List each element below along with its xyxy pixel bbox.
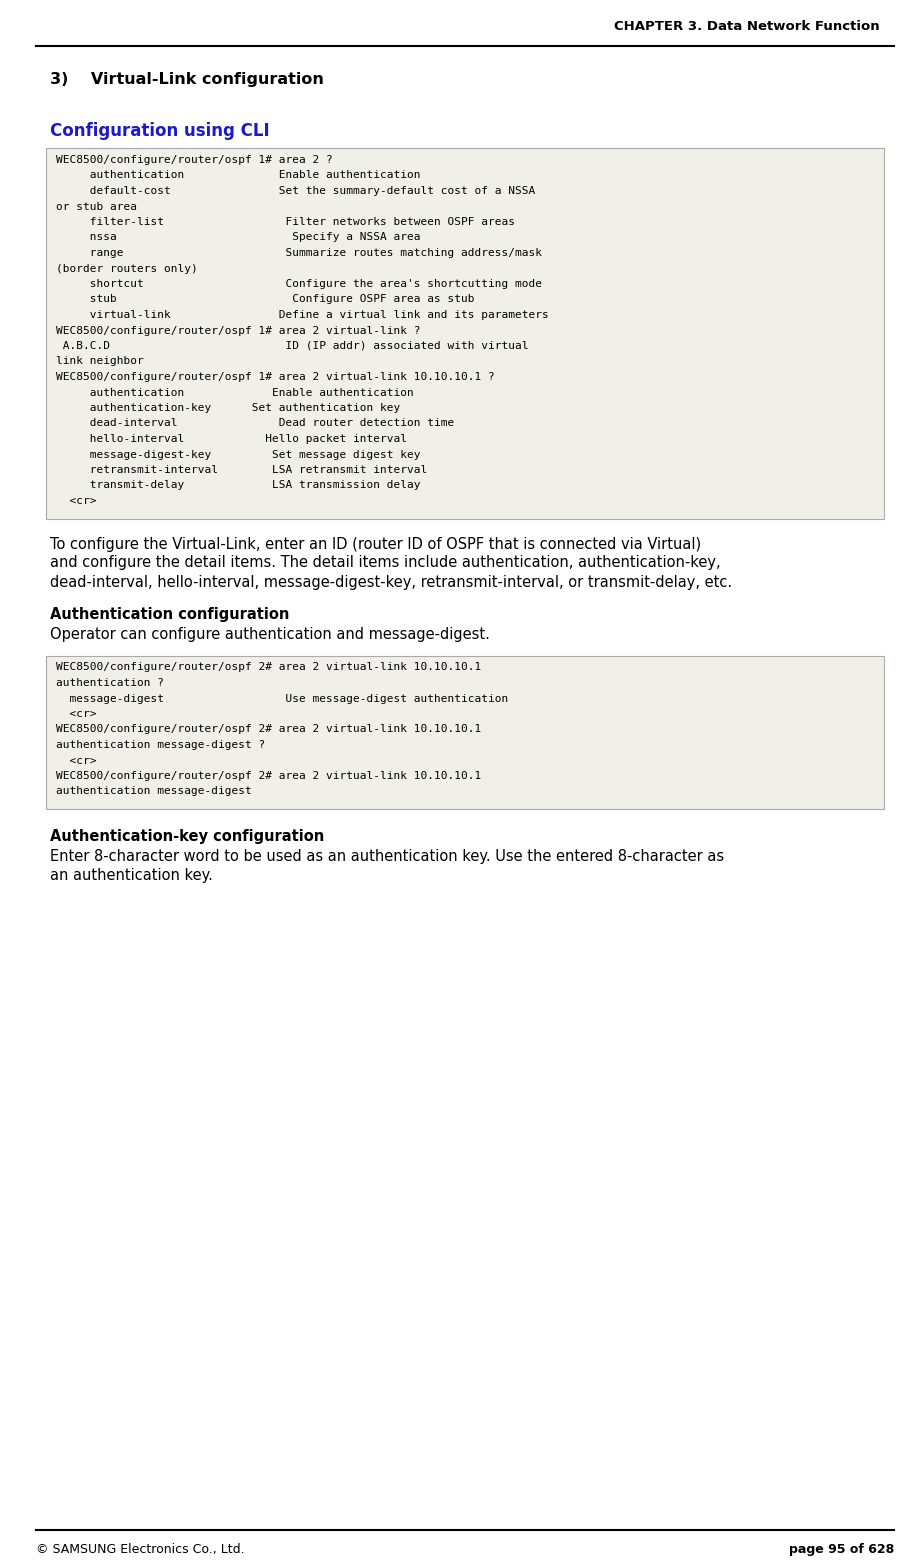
Text: Authentication configuration: Authentication configuration (50, 607, 290, 623)
Text: WEC8500/configure/router/ospf 2# area 2 virtual-link 10.10.10.1: WEC8500/configure/router/ospf 2# area 2 … (56, 772, 481, 781)
Text: dead-interval               Dead router detection time: dead-interval Dead router detection time (56, 418, 455, 429)
Text: WEC8500/configure/router/ospf 2# area 2 virtual-link 10.10.10.1: WEC8500/configure/router/ospf 2# area 2 … (56, 662, 481, 673)
Text: and configure the detail items. The detail items include authentication, authent: and configure the detail items. The deta… (50, 556, 721, 571)
Text: WEC8500/configure/router/ospf 1# area 2 virtual-link 10.10.10.1 ?: WEC8500/configure/router/ospf 1# area 2 … (56, 372, 495, 382)
FancyBboxPatch shape (46, 656, 884, 809)
Text: To configure the Virtual-Link, enter an ID (router ID of OSPF that is connected : To configure the Virtual-Link, enter an … (50, 537, 701, 551)
Text: link neighbor: link neighbor (56, 357, 144, 366)
Text: Configuration using CLI: Configuration using CLI (50, 122, 269, 139)
Text: authentication             Enable authentication: authentication Enable authentication (56, 388, 414, 398)
Text: Authentication-key configuration: Authentication-key configuration (50, 829, 325, 844)
Text: <cr>: <cr> (56, 709, 97, 718)
Text: WEC8500/configure/router/ospf 1# area 2 virtual-link ?: WEC8500/configure/router/ospf 1# area 2 … (56, 326, 420, 335)
Text: Enter 8-character word to be used as an authentication key. Use the entered 8-ch: Enter 8-character word to be used as an … (50, 848, 724, 864)
Text: authentication-key      Set authentication key: authentication-key Set authentication ke… (56, 404, 400, 413)
Text: hello-interval            Hello packet interval: hello-interval Hello packet interval (56, 434, 407, 444)
Text: message-digest-key         Set message digest key: message-digest-key Set message digest ke… (56, 449, 420, 460)
Text: authentication message-digest: authentication message-digest (56, 787, 252, 797)
Text: (border routers only): (border routers only) (56, 263, 197, 274)
Text: 3)    Virtual-Link configuration: 3) Virtual-Link configuration (50, 72, 324, 88)
Text: filter-list                  Filter networks between OSPF areas: filter-list Filter networks between OSPF… (56, 218, 515, 227)
Text: stub                          Configure OSPF area as stub: stub Configure OSPF area as stub (56, 294, 475, 305)
Text: retransmit-interval        LSA retransmit interval: retransmit-interval LSA retransmit inter… (56, 465, 427, 476)
Text: or stub area: or stub area (56, 202, 137, 211)
Text: WEC8500/configure/router/ospf 2# area 2 virtual-link 10.10.10.1: WEC8500/configure/router/ospf 2# area 2 … (56, 725, 481, 734)
Text: authentication message-digest ?: authentication message-digest ? (56, 740, 266, 750)
Text: page 95 of 628: page 95 of 628 (788, 1543, 894, 1557)
Text: authentication              Enable authentication: authentication Enable authentication (56, 171, 420, 180)
Text: authentication ?: authentication ? (56, 678, 164, 689)
Text: range                        Summarize routes matching address/mask: range Summarize routes matching address/… (56, 247, 542, 258)
Text: © SAMSUNG Electronics Co., Ltd.: © SAMSUNG Electronics Co., Ltd. (36, 1543, 244, 1557)
Text: CHAPTER 3. Data Network Function: CHAPTER 3. Data Network Function (614, 19, 880, 33)
Text: <cr>: <cr> (56, 496, 97, 505)
Text: dead-interval, hello-interval, message-digest-key, retransmit-interval, or trans: dead-interval, hello-interval, message-d… (50, 574, 732, 590)
Text: message-digest                  Use message-digest authentication: message-digest Use message-digest authen… (56, 693, 508, 704)
Text: shortcut                     Configure the area's shortcutting mode: shortcut Configure the area's shortcutti… (56, 279, 542, 290)
Text: an authentication key.: an authentication key. (50, 869, 213, 883)
Text: nssa                          Specify a NSSA area: nssa Specify a NSSA area (56, 233, 420, 243)
Text: A.B.C.D                          ID (IP addr) associated with virtual: A.B.C.D ID (IP addr) associated with vir… (56, 341, 528, 351)
Text: <cr>: <cr> (56, 756, 97, 765)
Text: default-cost                Set the summary-default cost of a NSSA: default-cost Set the summary-default cos… (56, 186, 536, 196)
FancyBboxPatch shape (46, 149, 884, 518)
Text: virtual-link                Define a virtual link and its parameters: virtual-link Define a virtual link and i… (56, 310, 549, 319)
Text: Operator can configure authentication and message-digest.: Operator can configure authentication an… (50, 628, 490, 643)
Text: transmit-delay             LSA transmission delay: transmit-delay LSA transmission delay (56, 480, 420, 490)
Text: WEC8500/configure/router/ospf 1# area 2 ?: WEC8500/configure/router/ospf 1# area 2 … (56, 155, 333, 164)
